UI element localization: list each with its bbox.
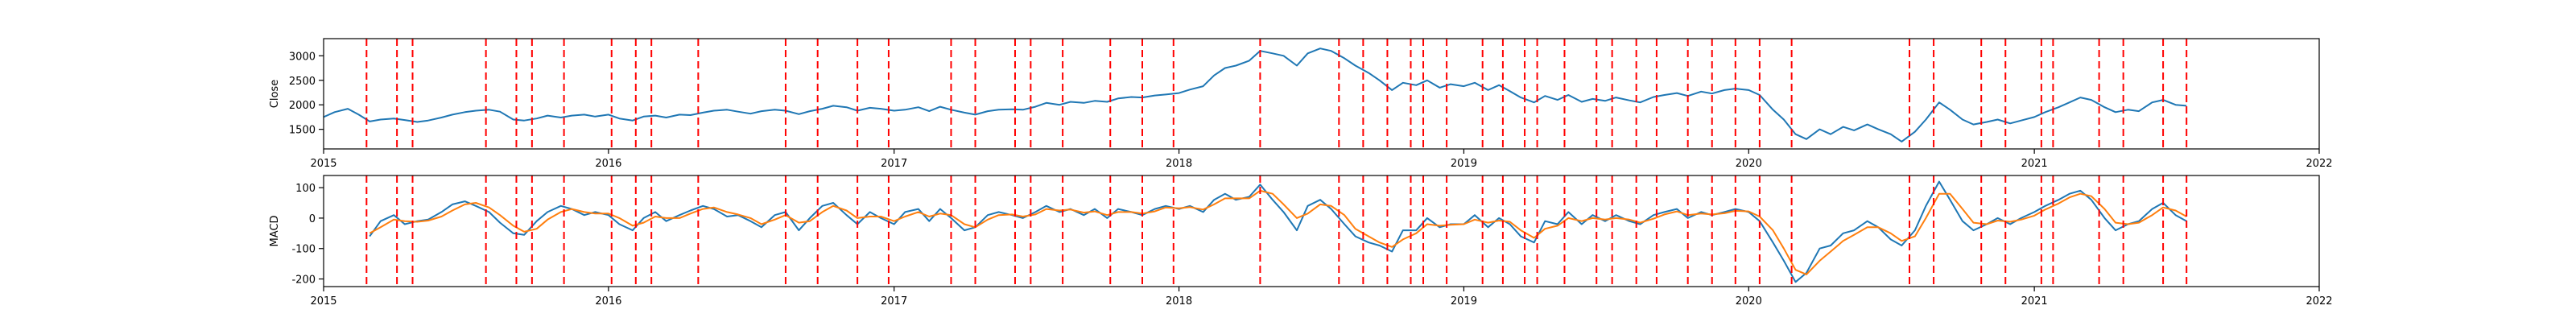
x-tick-label: 2021	[2021, 295, 2048, 308]
x-tick-label: 2018	[1166, 158, 1192, 170]
x-tick-label: 2019	[1451, 158, 1477, 170]
x-tick-label: 2017	[881, 158, 907, 170]
plot-frame	[323, 175, 2320, 287]
series-line-0	[323, 47, 2187, 142]
x-tick-label: 2022	[2306, 295, 2332, 308]
x-tick-label: 2016	[595, 158, 621, 170]
y-axis-label: Close	[269, 80, 281, 108]
plot-frame	[323, 38, 2320, 150]
x-tick-label: 2019	[1451, 295, 1477, 308]
x-tick-label: 2017	[881, 295, 907, 308]
y-tick-label: 100	[295, 183, 316, 195]
y-tick-label: 3000	[289, 51, 316, 63]
x-tick-label: 2020	[1736, 158, 1762, 170]
y-tick-label: 2500	[289, 76, 316, 88]
y-tick-label: -100	[291, 244, 316, 256]
y-axis-label: MACD	[269, 216, 281, 247]
close-price-panel: 1500 2000 2500 3000 2015 2016 2017 2018 2019 2020…	[269, 38, 2333, 170]
x-tick-label: 2021	[2021, 158, 2048, 170]
x-tick-label: 2015	[310, 295, 336, 308]
y-tick-label: 2000	[289, 100, 316, 112]
series-line-0	[369, 180, 2187, 283]
macd-panel: -200 -100 0 100 2015 2016 2017 2018 2019 2020 2021…	[269, 175, 2333, 308]
x-tick-label: 2022	[2306, 158, 2332, 170]
series-line-1	[369, 189, 2187, 275]
y-tick-label: -200	[291, 275, 316, 287]
x-tick-label: 2020	[1736, 295, 1762, 308]
x-tick-label: 2018	[1166, 295, 1192, 308]
x-tick-label: 2016	[595, 295, 621, 308]
x-tick-label: 2015	[310, 158, 336, 170]
y-tick-label: 1500	[289, 125, 316, 137]
y-tick-label: 0	[309, 213, 316, 225]
